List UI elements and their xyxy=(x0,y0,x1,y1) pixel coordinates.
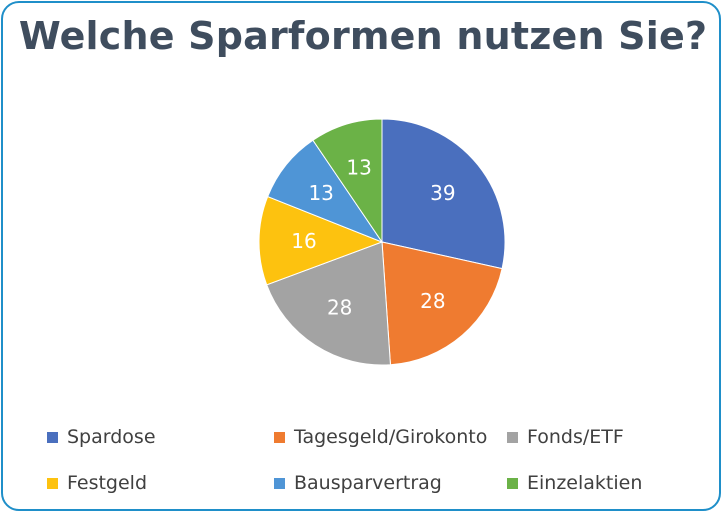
pie-slice-fonds-etf xyxy=(266,241,391,366)
legend-item-spardose: Spardose xyxy=(47,426,156,448)
legend-swatch xyxy=(274,431,285,443)
legend-label: Festgeld xyxy=(67,472,148,494)
legend-item-festgeld: Festgeld xyxy=(47,472,147,494)
legend-label: Bausparvertrag xyxy=(294,472,442,494)
legend-label: Tagesgeld/Girokonto xyxy=(294,426,488,448)
legend-item-fonds-etf: Fonds/ETF xyxy=(507,426,624,448)
legend-swatch xyxy=(47,431,58,443)
legend-label: Spardose xyxy=(67,426,156,448)
data-label-tagesgeld-girokonto: 28 xyxy=(420,289,445,313)
legend-swatch xyxy=(507,431,518,443)
pie-slice-tagesgeld-girokonto xyxy=(381,241,503,366)
pie-slice-spardose xyxy=(381,118,506,270)
data-label-fonds-etf: 28 xyxy=(327,296,352,320)
legend-swatch xyxy=(274,477,285,489)
data-label-einzelaktien: 13 xyxy=(346,155,371,179)
data-label-festgeld: 16 xyxy=(291,229,316,253)
data-label-spardose: 39 xyxy=(430,181,455,205)
legend-item-einzelaktien: Einzelaktien xyxy=(507,472,642,494)
chart-title: Welche Sparformen nutzen Sie? xyxy=(18,14,708,58)
legend-swatch xyxy=(507,477,518,489)
legend-item-bausparvertrag: Bausparvertrag xyxy=(274,472,442,494)
legend-item-tagesgeld-girokonto: Tagesgeld/Girokonto xyxy=(274,426,487,448)
pie-slice-festgeld xyxy=(258,195,384,286)
legend-swatch xyxy=(47,477,58,489)
pie-slice-einzelaktien xyxy=(312,118,383,244)
legend-label: Einzelaktien xyxy=(527,472,643,494)
data-label-bausparvertrag: 13 xyxy=(308,181,333,205)
legend-label: Fonds/ETF xyxy=(527,426,624,448)
